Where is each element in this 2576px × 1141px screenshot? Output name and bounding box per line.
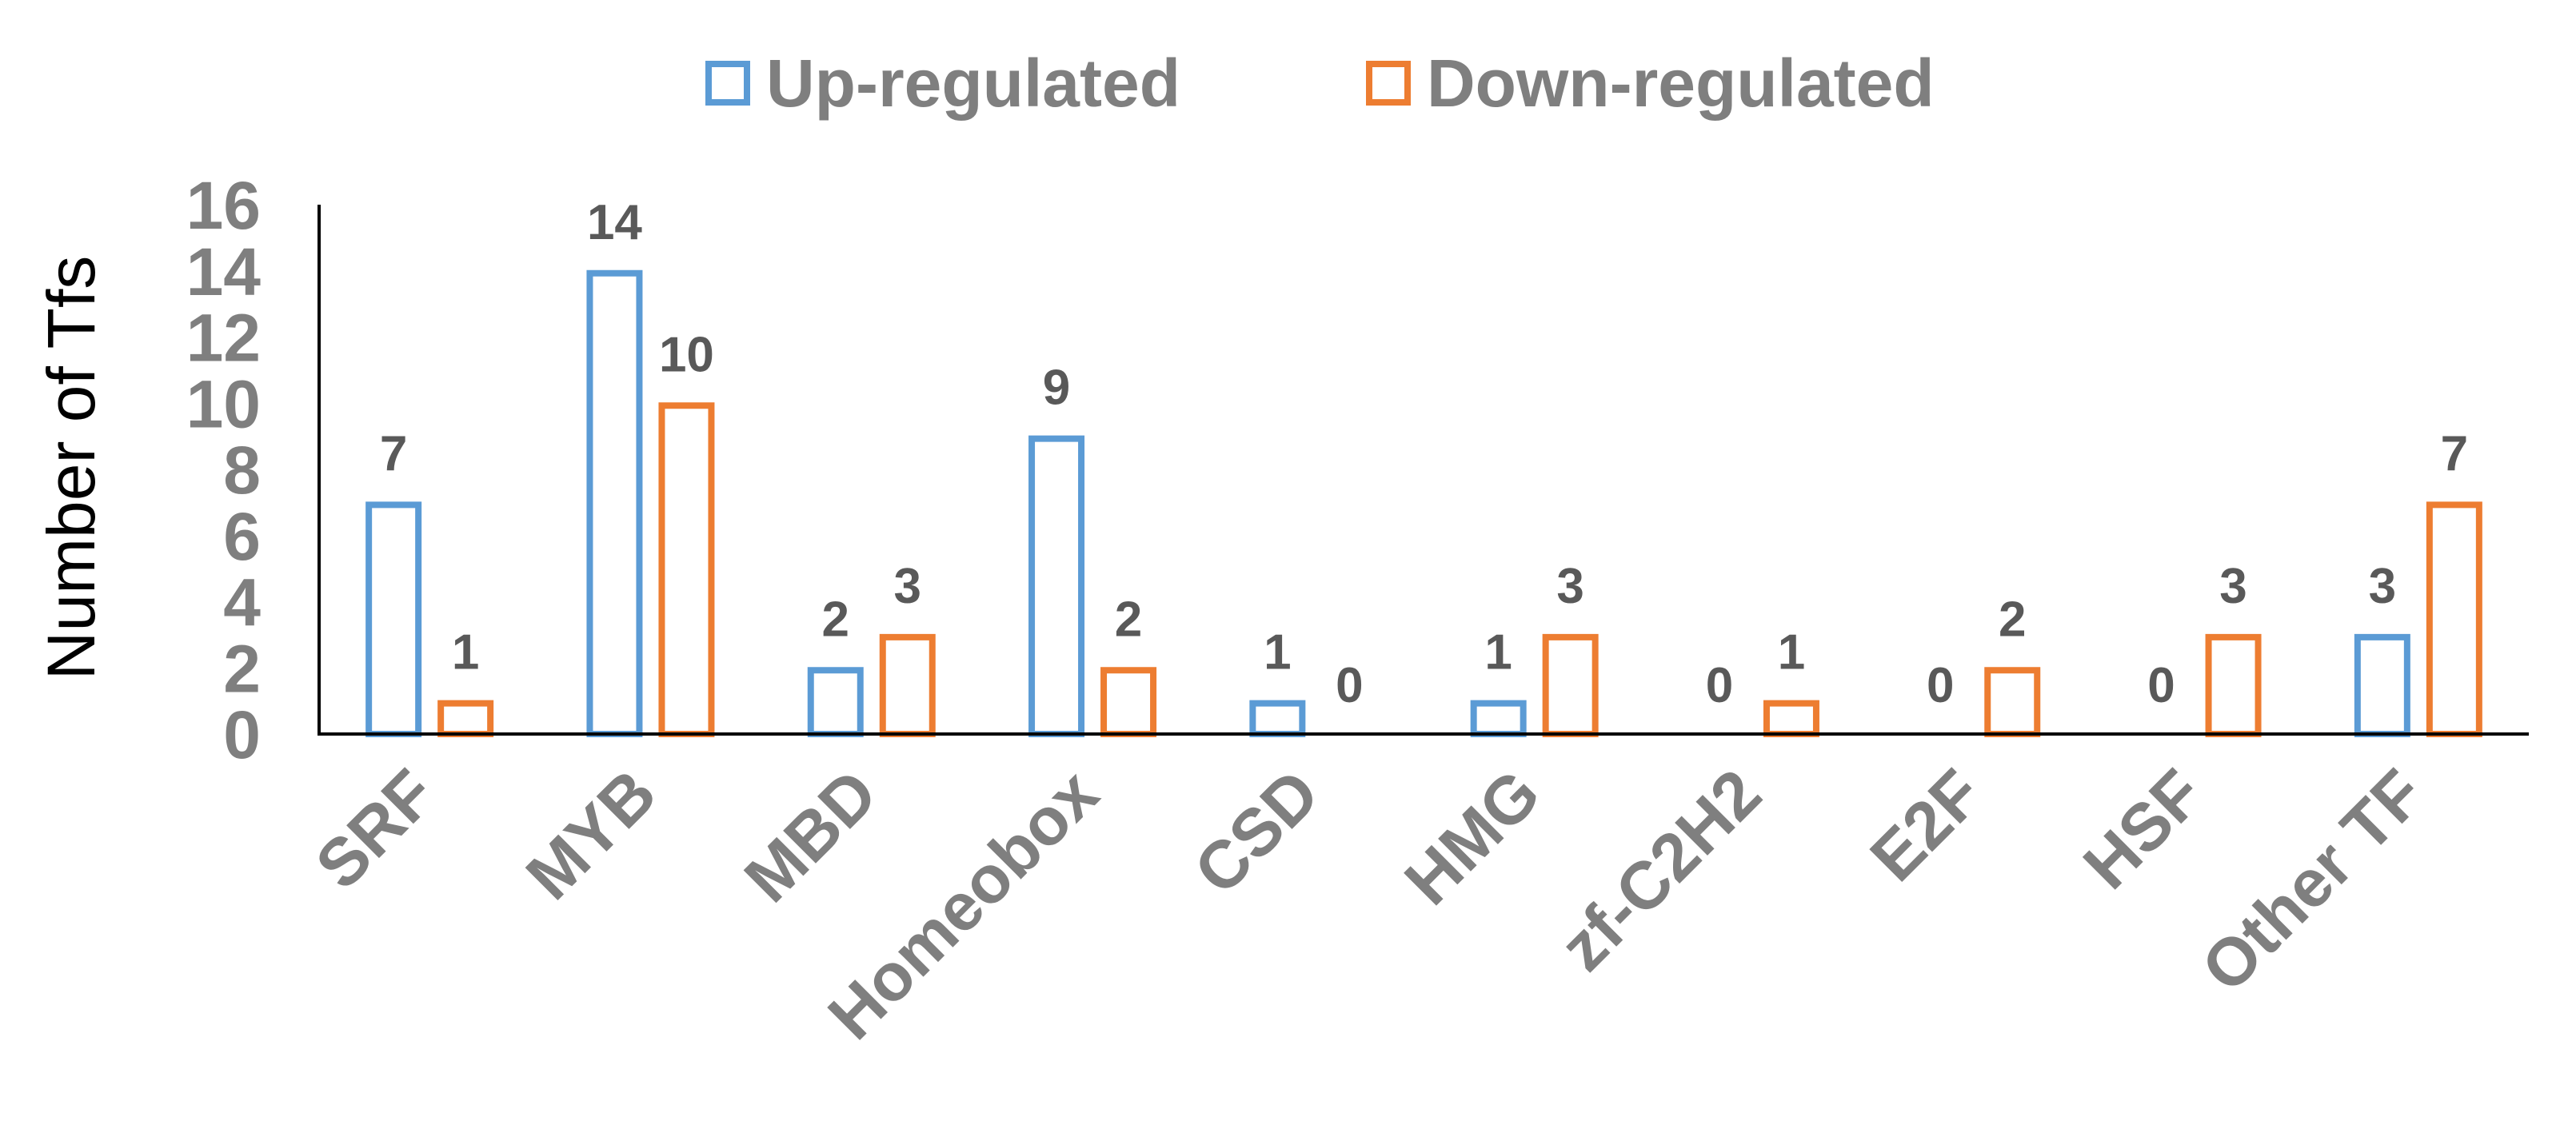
legend-swatch-down — [1366, 61, 1411, 106]
bar-down-hsf — [2205, 633, 2262, 737]
bar-down-srf — [437, 700, 494, 737]
bar-up-other-tf — [2354, 633, 2410, 737]
data-label: 14 — [587, 195, 642, 250]
bar-up-homeobox — [1028, 435, 1085, 737]
bar-down-e2f — [1984, 667, 2041, 737]
bar-up-myb — [586, 269, 643, 737]
y-tick-label: 12 — [186, 301, 261, 376]
x-tick-label: MBD — [730, 755, 892, 916]
x-tick-label: SRF — [302, 755, 449, 903]
data-label: 7 — [2441, 426, 2468, 481]
bar-down-other-tf — [2426, 501, 2482, 737]
data-label: 0 — [1927, 658, 1954, 713]
y-tick-label: 4 — [223, 565, 261, 640]
data-label: 3 — [894, 559, 921, 614]
bar-down-homeobox — [1100, 667, 1157, 737]
y-tick-label: 6 — [223, 499, 261, 574]
legend: Up-regulated Down-regulated — [705, 46, 1935, 121]
data-label: 0 — [1706, 658, 1733, 713]
legend-swatch-up — [705, 61, 750, 106]
y-tick-label: 2 — [223, 631, 261, 706]
data-label: 1 — [452, 625, 479, 680]
x-tick-label: CSD — [1180, 755, 1333, 908]
data-label: 1 — [1484, 625, 1512, 680]
data-label: 1 — [1264, 625, 1291, 680]
bar-down-mbd — [879, 633, 936, 737]
x-tick-label: MYB — [512, 755, 670, 913]
y-tick-label: 14 — [186, 234, 262, 309]
data-label: 3 — [1556, 559, 1584, 614]
x-tick-label: Other TF — [2187, 755, 2438, 1006]
bar-up-csd — [1249, 700, 1306, 737]
data-label: 0 — [2147, 658, 2175, 713]
x-tick-label: HSF — [2069, 755, 2217, 903]
bar-down-hmg — [1542, 633, 1599, 737]
bar-down-zf-c2h2 — [1763, 700, 1819, 737]
legend-label-down: Down-regulated — [1427, 46, 1935, 121]
data-label: 0 — [1336, 658, 1363, 713]
data-label: 1 — [1778, 625, 1805, 680]
x-tick-label: E2F — [1856, 755, 1996, 895]
y-tick-label: 16 — [186, 168, 261, 243]
y-tick-label: 0 — [223, 697, 261, 772]
data-label: 2 — [1115, 592, 1142, 647]
y-tick-label: 8 — [223, 433, 261, 508]
y-tick-label: 10 — [186, 366, 261, 441]
data-label: 2 — [1999, 592, 2026, 647]
data-label: 7 — [380, 426, 407, 481]
x-tick-label: zf-C2H2 — [1545, 755, 1775, 985]
bar-down-myb — [658, 402, 715, 737]
data-label: 10 — [659, 327, 714, 382]
legend-label-up: Up-regulated — [766, 46, 1180, 121]
bar-up-hmg — [1470, 700, 1527, 737]
y-axis-label: Number of Tfs — [34, 256, 109, 680]
data-label: 3 — [2369, 559, 2396, 614]
x-tick-label: HMG — [1390, 755, 1554, 919]
bar-up-mbd — [807, 667, 864, 737]
data-label: 9 — [1043, 361, 1070, 416]
data-label: 2 — [822, 592, 849, 647]
data-label: 3 — [2219, 559, 2247, 614]
bar-up-srf — [365, 501, 422, 737]
